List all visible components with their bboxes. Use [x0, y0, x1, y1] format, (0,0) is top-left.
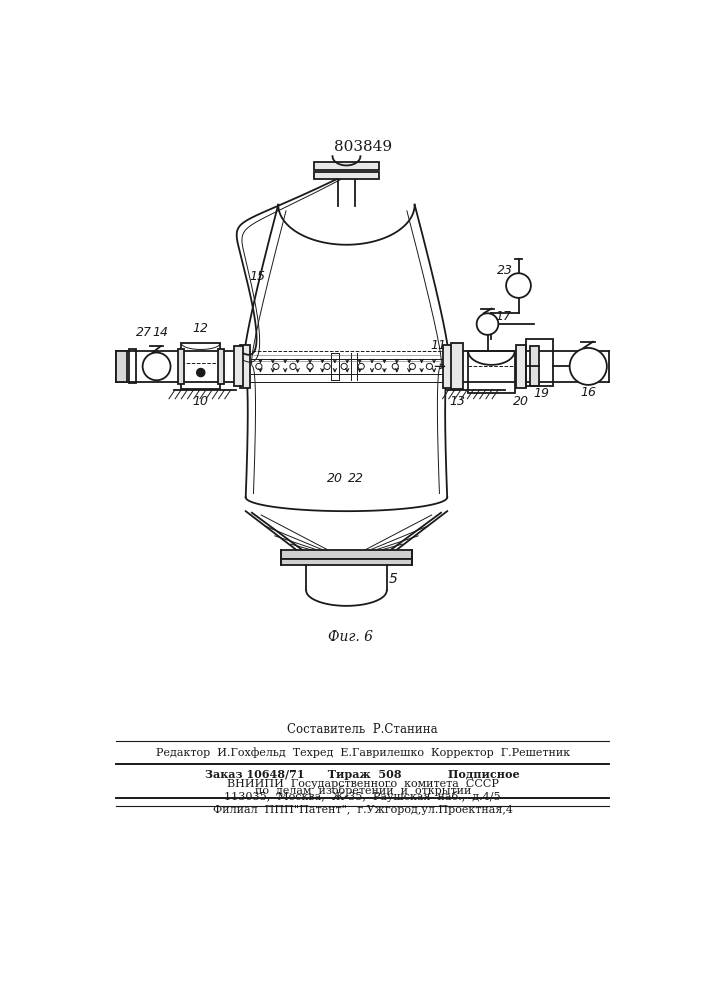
Text: по  делам  изобретений  и  открытий: по делам изобретений и открытий — [255, 785, 471, 796]
Bar — [314, 162, 379, 170]
Text: 11: 11 — [431, 339, 447, 352]
Text: 13: 13 — [449, 395, 465, 408]
Circle shape — [197, 369, 204, 376]
Text: 12: 12 — [193, 322, 209, 335]
Bar — [115, 351, 127, 382]
Bar — [314, 172, 379, 179]
Text: 23: 23 — [496, 264, 513, 277]
Bar — [281, 550, 412, 559]
Text: 20: 20 — [327, 472, 343, 485]
Bar — [443, 345, 453, 388]
Text: 16: 16 — [580, 386, 596, 399]
Bar — [218, 349, 224, 384]
Text: 10: 10 — [193, 395, 209, 408]
Bar — [240, 345, 250, 388]
Circle shape — [477, 313, 498, 335]
Bar — [516, 345, 526, 388]
Text: 20: 20 — [513, 395, 529, 408]
Circle shape — [143, 353, 170, 380]
Text: Редактор  И.Гохфельд  Техред  Е.Гаврилешко  Корректор  Г.Решетник: Редактор И.Гохфельд Техред Е.Гаврилешко … — [156, 748, 570, 758]
Bar — [234, 346, 243, 386]
Bar — [281, 559, 412, 565]
Text: Заказ 10648/71      Тираж  508            Подписное: Заказ 10648/71 Тираж 508 Подписное — [206, 769, 520, 780]
Circle shape — [570, 348, 607, 385]
Bar — [530, 346, 539, 386]
Text: 19: 19 — [534, 387, 550, 400]
Text: 27: 27 — [136, 326, 152, 339]
Text: Составитель  Р.Станина: Составитель Р.Станина — [288, 723, 438, 736]
Text: Фиг. 6: Фиг. 6 — [328, 630, 373, 644]
Text: 22: 22 — [348, 472, 363, 485]
Bar — [177, 349, 184, 384]
Text: ВНИИПИ  Государственного  комитета  СССР: ВНИИПИ Государственного комитета СССР — [227, 779, 498, 789]
Circle shape — [506, 273, 531, 298]
Text: Филиал  ППП"Патент",  г.Ужгород,ул.Проектная,4: Филиал ППП"Патент", г.Ужгород,ул.Проектн… — [213, 805, 513, 815]
Text: 14: 14 — [153, 326, 168, 339]
Text: 113035,  Москва,  Ж-35,  Раушская  наб.,  д.4/5: 113035, Москва, Ж-35, Раушская наб., д.4… — [224, 791, 501, 802]
Text: 5: 5 — [389, 572, 397, 586]
Text: 17: 17 — [495, 310, 511, 323]
Bar — [182, 343, 220, 389]
Text: 15: 15 — [250, 270, 265, 283]
Bar — [451, 343, 464, 389]
Bar — [526, 339, 554, 386]
Bar — [129, 349, 136, 383]
Bar — [468, 351, 515, 393]
Text: 803849: 803849 — [334, 140, 392, 154]
